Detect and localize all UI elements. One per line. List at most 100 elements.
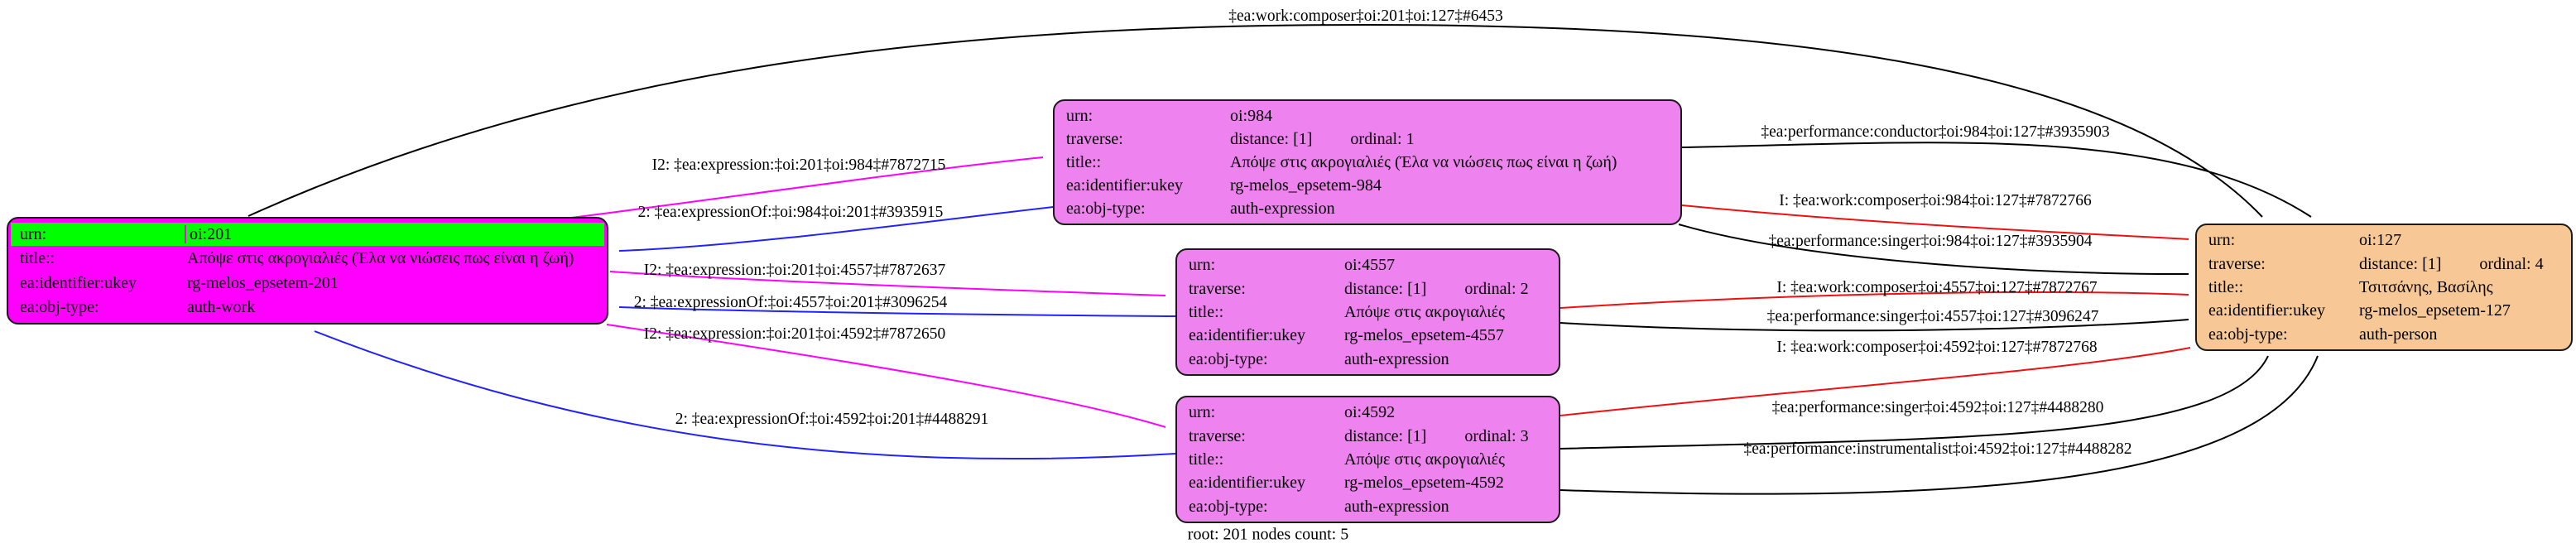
field-value-objtype: auth-expression bbox=[1230, 200, 1335, 218]
field-row-objtype: ea:obj-type: auth-expression bbox=[1055, 197, 1680, 220]
field-value-urn: oi:201 bbox=[190, 225, 233, 244]
field-value-urn: oi:127 bbox=[2359, 231, 2402, 250]
field-value-objtype: auth-work bbox=[187, 297, 256, 316]
edge-label-performance-conductor-984-127: ‡ea:performance:conductor‡oi:984‡oi:127‡… bbox=[1761, 123, 2110, 141]
field-key-urn: urn: bbox=[11, 225, 186, 244]
field-value-ordinal: ordinal: 2 bbox=[1464, 279, 1529, 298]
field-value-title: Τσιτσάνης, Βασίλης bbox=[2359, 277, 2493, 296]
field-value-distance: distance: [1] bbox=[1344, 279, 1427, 298]
edge-label-expressionOf-4557-201: 2: ‡ea:expressionOf:‡oi:4557‡oi:201‡#309… bbox=[633, 294, 948, 311]
field-value-title: Απόψε στις ακρογιαλιές bbox=[1344, 450, 1505, 469]
edge-expression-201-984 bbox=[570, 156, 1044, 219]
edge-work-composer-4557-127 bbox=[1560, 291, 2189, 309]
field-row-objtype: ea:obj-type: auth-work bbox=[8, 296, 607, 319]
field-key-objtype: ea:obj-type: bbox=[1189, 497, 1268, 516]
edge-performance-singer-4592-127 bbox=[1560, 355, 2269, 450]
edge-label-expression-201-4592: I2: ‡ea:expression:‡oi:201‡oi:4592‡#7872… bbox=[643, 325, 946, 343]
node-auth-person-127: urn: oi:127 traverse: distance: [1] ordi… bbox=[2195, 224, 2573, 351]
edge-label-expressionOf-984-201: 2: ‡ea:expressionOf:‡oi:984‡oi:201‡#3935… bbox=[637, 204, 944, 221]
field-row-objtype: ea:obj-type: auth-expression bbox=[1177, 495, 1559, 518]
field-value-title: Απόψε στις ακρογιαλιές (Έλα να νιώσεις π… bbox=[187, 249, 574, 268]
field-row-ukey: ea:identifier:ukey rg-melos_epsetem-127 bbox=[2197, 299, 2571, 322]
field-key-ukey: ea:identifier:ukey bbox=[1066, 176, 1184, 195]
edge-performance-instrumentalist-4592-127 bbox=[1560, 355, 2319, 495]
edge-work-composer-984-127 bbox=[1681, 204, 2189, 240]
field-value-objtype: auth-expression bbox=[1344, 349, 1449, 368]
edge-label-performance-singer-4592-127: ‡ea:performance:singer‡oi:4592‡oi:127‡#4… bbox=[1771, 399, 2104, 416]
field-row-traverse: traverse: distance: [1] ordinal: 1 bbox=[1055, 127, 1680, 151]
field-value-ukey: rg-melos_epsetem-201 bbox=[187, 273, 339, 292]
field-key-traverse: traverse: bbox=[1066, 130, 1123, 148]
edge-performance-singer-4557-127 bbox=[1560, 319, 2189, 332]
field-row-traverse: traverse: distance: [1] ordinal: 3 bbox=[1177, 425, 1559, 448]
field-value-ukey: rg-melos_epsetem-984 bbox=[1230, 176, 1382, 195]
edge-label-performance-singer-984-127: ‡ea:performance:singer‡oi:984‡oi:127‡#39… bbox=[1768, 233, 2093, 250]
edge-expressionOf-4592-201 bbox=[314, 330, 1176, 460]
field-key-objtype: ea:obj-type: bbox=[2208, 325, 2288, 344]
node-auth-expression-984: urn: oi:984 traverse: distance: [1] ordi… bbox=[1053, 99, 1682, 225]
edge-label-performance-singer-4557-127: ‡ea:performance:singer‡oi:4557‡oi:127‡#3… bbox=[1766, 308, 2099, 325]
field-key-urn: urn: bbox=[1066, 107, 1093, 125]
field-row-traverse: traverse: distance: [1] ordinal: 2 bbox=[1177, 277, 1559, 301]
edge-work-composer-4592-127 bbox=[1560, 347, 2191, 416]
field-row-objtype: ea:obj-type: auth-expression bbox=[1177, 348, 1559, 371]
field-value-ordinal: ordinal: 3 bbox=[1464, 426, 1529, 445]
field-key-urn: urn: bbox=[2208, 231, 2236, 250]
field-key-traverse: traverse: bbox=[1189, 426, 1246, 445]
field-value-ukey: rg-melos_epsetem-127 bbox=[2359, 301, 2511, 320]
field-row-title: title:: Τσιτσάνης, Βασίλης bbox=[2197, 276, 2571, 299]
field-row-ukey: ea:identifier:ukey rg-melos_epsetem-4557 bbox=[1177, 324, 1559, 347]
field-key-traverse: traverse: bbox=[2208, 254, 2266, 273]
edge-label-work-composer-201-127: ‡ea:work:composer‡oi:201‡oi:127‡#6453 bbox=[1228, 7, 1503, 25]
field-key-objtype: ea:obj-type: bbox=[1066, 200, 1146, 218]
field-row-ukey: ea:identifier:ukey rg-melos_epsetem-4592 bbox=[1177, 471, 1559, 494]
field-value-urn: oi:4592 bbox=[1344, 403, 1396, 422]
field-value-distance: distance: [1] bbox=[1344, 426, 1427, 445]
field-key-traverse: traverse: bbox=[1189, 279, 1246, 298]
edge-label-expression-201-4557: I2: ‡ea:expression:‡oi:201‡oi:4557‡#7872… bbox=[643, 262, 946, 279]
edge-expressionOf-4557-201 bbox=[618, 306, 1176, 317]
field-row-title: title:: Απόψε στις ακρογιαλιές bbox=[1177, 301, 1559, 324]
field-key-title: title:: bbox=[2208, 277, 2244, 296]
field-row-urn: urn: oi:127 bbox=[2197, 228, 2571, 252]
field-key-title: title:: bbox=[1189, 302, 1224, 321]
field-value-objtype: auth-person bbox=[2359, 325, 2438, 344]
edge-work-composer-201-127 bbox=[248, 23, 2263, 218]
field-value-distance: distance: [1] bbox=[2359, 254, 2442, 273]
field-value-title: Απόψε στις ακρογιαλιές (Έλα να νιώσεις π… bbox=[1230, 153, 1617, 171]
field-row-urn: urn: oi:984 bbox=[1055, 104, 1680, 127]
field-row-title: title:: Απόψε στις ακρογιαλιές bbox=[1177, 448, 1559, 471]
edge-expressionOf-984-201 bbox=[618, 206, 1054, 252]
field-value-ordinal: ordinal: 4 bbox=[2479, 254, 2544, 273]
field-row-urn: urn: oi:201 bbox=[11, 223, 604, 247]
edge-performance-singer-984-127 bbox=[1678, 224, 2189, 276]
field-key-ukey: ea:identifier:ukey bbox=[20, 273, 137, 292]
field-value-urn: oi:4557 bbox=[1344, 256, 1396, 275]
field-key-objtype: ea:obj-type: bbox=[1189, 349, 1268, 368]
field-key-ukey: ea:identifier:ukey bbox=[1189, 326, 1306, 345]
edge-performance-conductor-984-127 bbox=[1681, 142, 2312, 218]
edge-label-work-composer-4557-127: I: ‡ea:work:composer‡oi:4557‡oi:127‡#787… bbox=[1776, 279, 2098, 296]
field-row-urn: urn: oi:4557 bbox=[1177, 253, 1559, 276]
field-key-title: title:: bbox=[1066, 153, 1102, 171]
field-key-title: title:: bbox=[20, 249, 55, 268]
field-value-objtype: auth-expression bbox=[1344, 497, 1449, 516]
edge-label-expression-201-984: I2: ‡ea:expression:‡oi:201‡oi:984‡#78727… bbox=[651, 156, 946, 174]
edge-expression-201-4592 bbox=[606, 324, 1166, 428]
edge-expression-201-4557 bbox=[609, 271, 1166, 296]
field-row-ukey: ea:identifier:ukey rg-melos_epsetem-984 bbox=[1055, 174, 1680, 197]
field-key-ukey: ea:identifier:ukey bbox=[1189, 474, 1306, 493]
graph-footer: root: 201 nodes count: 5 bbox=[1187, 525, 1349, 544]
field-value-ukey: rg-melos_epsetem-4592 bbox=[1344, 474, 1504, 493]
node-auth-expression-4557: urn: oi:4557 traverse: distance: [1] ord… bbox=[1175, 248, 1560, 376]
field-key-ukey: ea:identifier:ukey bbox=[2208, 301, 2326, 320]
field-row-title: title:: Απόψε στις ακρογιαλιές (Έλα να ν… bbox=[1055, 151, 1680, 174]
field-row-traverse: traverse: distance: [1] ordinal: 4 bbox=[2197, 252, 2571, 276]
field-row-ukey: ea:identifier:ukey rg-melos_epsetem-201 bbox=[8, 272, 607, 295]
field-value-ordinal: ordinal: 1 bbox=[1350, 130, 1415, 148]
edge-label-performance-instrumentalist-4592-127: ‡ea:performance:instrumentalist‡oi:4592‡… bbox=[1743, 440, 2132, 458]
field-key-objtype: ea:obj-type: bbox=[20, 297, 99, 316]
field-key-urn: urn: bbox=[1189, 256, 1216, 275]
field-key-title: title:: bbox=[1189, 450, 1224, 469]
